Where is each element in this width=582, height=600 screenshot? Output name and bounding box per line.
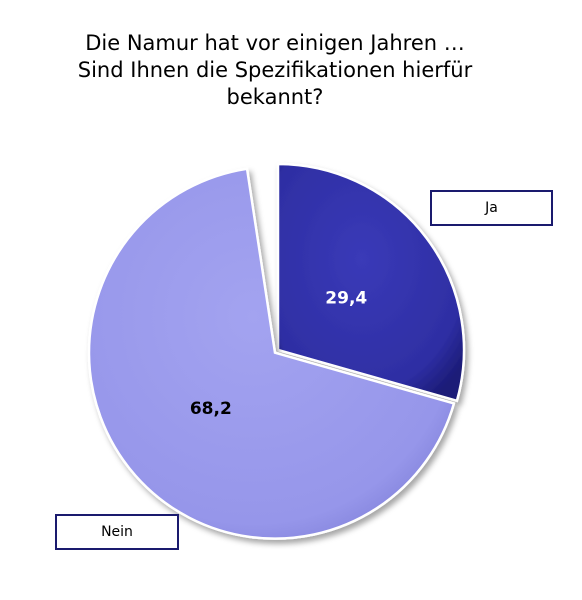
legend-ja-label: Ja	[485, 200, 498, 216]
chart-title-line-3: bekannt?	[226, 85, 324, 109]
legend-nein-label: Nein	[101, 524, 133, 540]
chart-title-line-1: Die Namur hat vor einigen Jahren …	[85, 31, 465, 55]
slice-label-ja: 29,4	[325, 288, 367, 308]
chart-title: Die Namur hat vor einigen Jahren … Sind …	[40, 30, 510, 111]
pie-slice-nein	[87, 167, 456, 540]
chart-title-line-2: Sind Ihnen die Spezifikationen hierfür	[77, 58, 473, 82]
legend-ja: Ja	[430, 190, 553, 226]
slice-label-nein: 68,2	[190, 399, 232, 419]
pie-slice-ja	[276, 162, 466, 403]
legend-nein: Nein	[55, 514, 179, 550]
